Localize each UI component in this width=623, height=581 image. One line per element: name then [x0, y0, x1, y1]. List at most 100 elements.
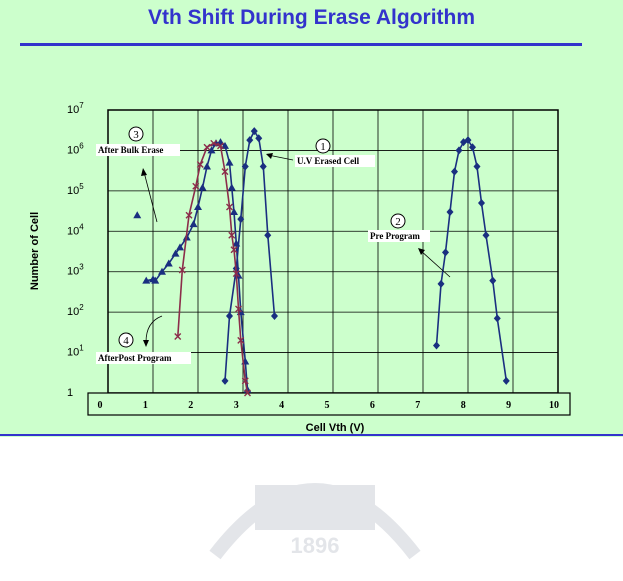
series-uv	[221, 127, 278, 385]
annotation-2-circle	[390, 213, 406, 229]
annotation-3-arrow	[143, 171, 158, 223]
data-point-pre	[433, 341, 440, 350]
annotation-3-box	[96, 144, 180, 156]
data-point-bulk	[207, 146, 216, 154]
data-point-bulk	[194, 202, 202, 210]
annotation-2-label: Pre Program	[370, 231, 420, 241]
annotation-3: 3 After Bulk Erase	[96, 126, 180, 223]
data-point-outlier	[133, 211, 142, 219]
data-point-uv	[250, 127, 258, 136]
y-tick-label: 1	[67, 387, 73, 399]
y-tick-label: 107	[67, 101, 84, 116]
y-tick-label: 103	[67, 263, 84, 278]
data-point-pre	[489, 276, 497, 285]
data-point-bulk	[189, 220, 198, 228]
data-series	[133, 127, 510, 397]
data-point-post	[228, 231, 236, 239]
data-point-pre	[493, 314, 501, 323]
x-tick-bar	[87, 392, 571, 416]
series-pre	[433, 136, 510, 385]
annotation-4-box	[96, 352, 191, 364]
data-point-post	[241, 377, 249, 385]
annotation-1-number: 1	[320, 141, 326, 153]
data-point-post	[230, 246, 238, 254]
data-point-bulk	[203, 162, 211, 170]
series-post	[174, 139, 251, 397]
x-tick-labels: 0 1 2 3 4 5 6 7 8 9 10	[98, 400, 560, 411]
data-point-bulk	[164, 259, 173, 267]
data-point-post	[235, 305, 242, 313]
data-point-post	[174, 332, 182, 340]
university-seal-watermark: 1896	[209, 483, 421, 560]
annotation-2-arrow	[419, 249, 451, 278]
x-tick-label: 5	[325, 400, 330, 411]
x-tick-label: 4	[279, 400, 284, 411]
data-point-uv	[271, 312, 278, 321]
x-tick-label: 8	[461, 400, 466, 411]
data-point-pre	[446, 207, 454, 216]
data-point-bulk	[225, 158, 234, 166]
data-point-post	[237, 336, 245, 344]
y-tick-label: 101	[67, 344, 84, 359]
annotation-2-box	[368, 230, 430, 242]
slide-bottom-rule	[0, 434, 623, 436]
data-point-post	[178, 266, 186, 274]
data-point-bulk	[176, 243, 184, 251]
annotation-4-arrow	[145, 315, 163, 343]
y-tick-label: 106	[67, 141, 84, 156]
data-point-post	[244, 389, 251, 397]
data-point-bulk	[230, 207, 238, 215]
data-point-bulk	[151, 276, 160, 284]
annotation-2-number: 2	[395, 216, 401, 228]
y-tick-label: 105	[67, 182, 84, 197]
data-point-uv	[241, 162, 249, 171]
annotation-1-arrow	[267, 154, 294, 161]
data-point-uv	[226, 312, 233, 321]
y-axis-label: Number of Cell	[29, 212, 41, 290]
x-tick-label: 7	[415, 400, 420, 411]
data-point-post	[203, 143, 211, 151]
annotation-1: 1 U.V Erased Cell	[266, 138, 375, 167]
data-point-uv	[259, 162, 267, 171]
data-point-bulk	[227, 183, 236, 191]
watermark-year: 1896	[291, 533, 340, 558]
annotation-4-number: 4	[123, 335, 129, 347]
data-point-bulk	[198, 183, 207, 191]
data-point-post	[226, 203, 233, 211]
data-point-bulk	[171, 249, 180, 257]
data-point-uv	[237, 215, 245, 224]
annotation-4-label: AfterPost Program	[98, 353, 172, 363]
x-tick-label: 2	[188, 400, 193, 411]
x-tick-label: 6	[370, 400, 375, 411]
data-point-pre	[451, 167, 458, 176]
data-point-bulk	[221, 141, 229, 149]
annotation-2-arrowhead	[418, 248, 425, 255]
x-axis-label: Cell Vth (V)	[306, 422, 365, 434]
x-tick-label: 1	[143, 400, 148, 411]
data-point-pre	[478, 199, 485, 208]
annotation-2: 2 Pre Program	[368, 213, 451, 278]
data-point-post	[196, 160, 204, 168]
series-outlier	[133, 211, 142, 219]
annotation-4-arrowhead	[143, 340, 149, 347]
y-tick-label: 102	[67, 303, 84, 318]
data-point-bulk	[158, 267, 166, 275]
data-point-uv	[255, 134, 263, 143]
data-point-pre	[469, 143, 476, 152]
annotation-1-arrowhead	[266, 153, 273, 159]
slide-title: Vth Shift During Erase Algorithm	[147, 6, 476, 29]
data-point-pre	[473, 162, 481, 171]
data-point-pre	[455, 146, 463, 155]
x-tick-label: 0	[98, 400, 103, 411]
annotation-3-label: After Bulk Erase	[98, 145, 163, 155]
data-point-uv	[264, 231, 272, 240]
annotation-3-number: 3	[133, 129, 139, 141]
watermark-emblem	[255, 485, 375, 530]
data-point-pre	[464, 136, 472, 145]
data-point-pre	[502, 376, 510, 385]
y-tick-labels: 1 101 102 103 104 105 106 107	[67, 101, 84, 399]
data-point-bulk	[142, 276, 151, 284]
y-tick-label: 104	[67, 222, 84, 237]
data-point-pre	[437, 279, 445, 288]
